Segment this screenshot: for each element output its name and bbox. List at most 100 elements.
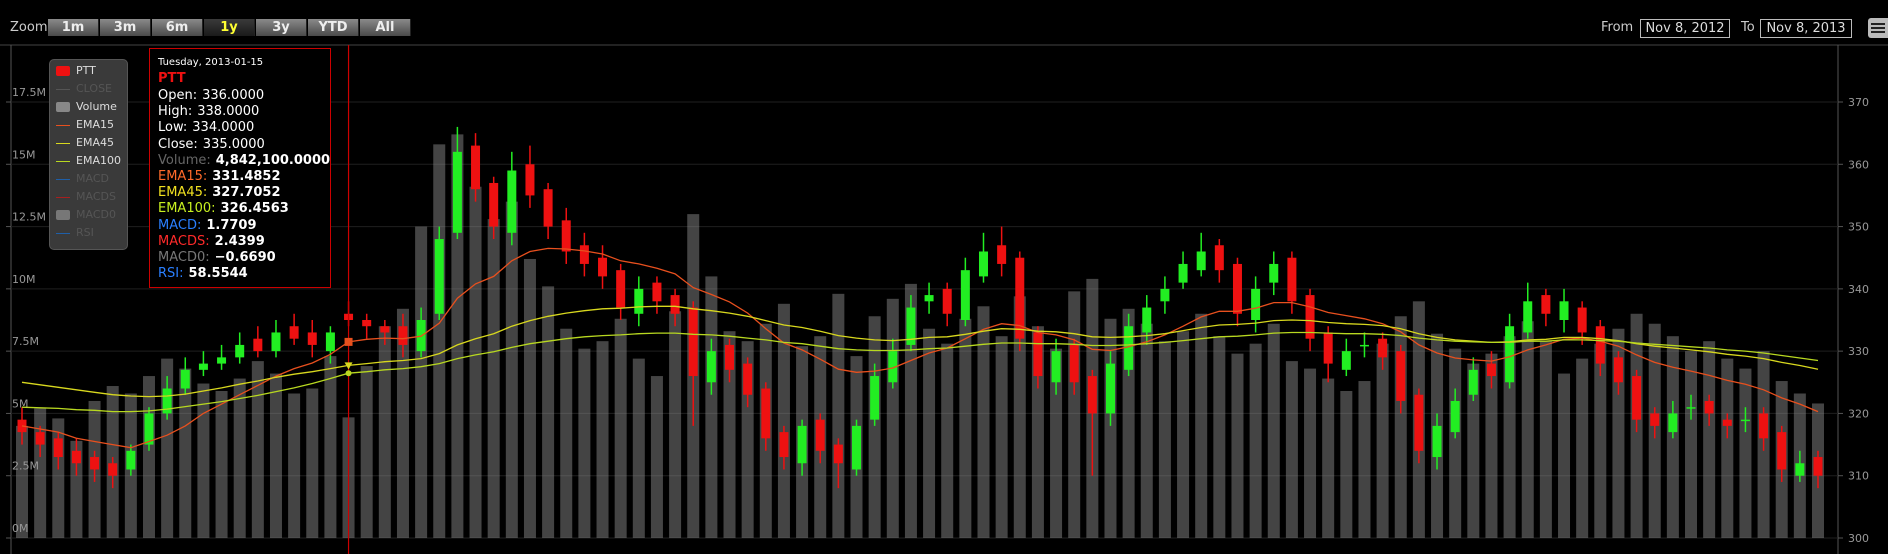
tooltip-series: PTT: [158, 71, 186, 86]
tooltip-label: High:: [158, 104, 193, 120]
volume-bar: [669, 311, 682, 538]
candle-body: [1251, 288, 1261, 320]
volume-bar: [923, 328, 936, 538]
candle-body: [833, 444, 843, 464]
volume-bar: [1467, 363, 1480, 538]
volume-bar: [941, 343, 954, 538]
candle-body: [525, 164, 535, 196]
legend-label: MACDS: [76, 190, 116, 203]
tooltip-label: MACD:: [158, 217, 202, 233]
candle-body: [17, 419, 27, 433]
candle-body: [1214, 245, 1224, 271]
zoom-button[interactable]: 6m: [152, 19, 203, 36]
legend-swatch: [56, 88, 70, 90]
to-input[interactable]: Nov 8, 2013: [1760, 19, 1852, 38]
tooltip-value: 58.5544: [188, 266, 248, 282]
candle-body: [688, 307, 698, 377]
legend-item[interactable]: CLOSE: [56, 81, 112, 97]
candle-body: [761, 388, 771, 439]
menu-bar: [1871, 23, 1885, 25]
y-tick-label: 340: [1848, 283, 1869, 296]
candle-body: [942, 288, 952, 314]
tooltip-row: EMA45: 327.7052: [158, 185, 281, 201]
tooltip-row: MACD0: −0.6690: [158, 250, 276, 266]
legend-item[interactable]: MACDS: [56, 189, 116, 205]
legend-swatch: [56, 102, 70, 112]
candle-body: [307, 332, 317, 345]
tooltip-value: 326.4563: [220, 201, 289, 217]
volume-bar: [1358, 381, 1371, 538]
tooltip-value: 336.0000: [202, 88, 265, 103]
tooltip-row: EMA15: 331.4852: [158, 169, 281, 185]
legend-item[interactable]: Volume: [56, 99, 117, 115]
legend-swatch: [56, 178, 70, 180]
volume-bar: [1031, 326, 1044, 538]
candle-body: [180, 369, 190, 389]
zoom-button[interactable]: All: [360, 19, 411, 36]
candle-body: [271, 332, 281, 352]
legend-item[interactable]: RSI: [56, 225, 94, 241]
volume-bar: [632, 358, 645, 538]
zoom-button[interactable]: 1m: [48, 19, 99, 36]
volume-bar: [650, 376, 663, 538]
y-tick-label: 320: [1848, 407, 1869, 420]
tooltip-date: Tuesday, 2013-01-15: [158, 57, 264, 68]
zoom-button[interactable]: 1y: [204, 19, 255, 36]
volume-bar: [142, 376, 155, 538]
legend-item[interactable]: EMA45: [56, 135, 114, 151]
volume-bar: [1285, 361, 1298, 538]
candle-body: [144, 413, 154, 445]
hover-marker: [345, 370, 352, 377]
volume-bar: [886, 298, 899, 538]
candle-body: [1341, 351, 1351, 370]
legend-item[interactable]: MACD: [56, 171, 109, 187]
from-input[interactable]: Nov 8, 2012: [1640, 19, 1730, 38]
candle-body: [978, 251, 988, 277]
tooltip-row: High: 338.0000: [158, 104, 259, 120]
legend-label: Volume: [76, 100, 117, 113]
candle-body: [1777, 432, 1787, 470]
candle-body: [1232, 263, 1242, 314]
legend-label: EMA45: [76, 136, 114, 149]
y2-tick-label: 0M: [12, 522, 29, 535]
volume-bar: [1158, 341, 1171, 538]
candle-body: [1359, 344, 1369, 347]
legend-item[interactable]: EMA15: [56, 117, 114, 133]
candle-body: [1541, 295, 1551, 314]
candle-body: [108, 463, 118, 476]
candle-body: [362, 320, 372, 327]
zoom-button[interactable]: YTD: [308, 19, 359, 36]
zoom-button[interactable]: 3m: [100, 19, 151, 36]
candle-body: [489, 182, 499, 227]
candle-body: [1269, 263, 1279, 283]
candle-body: [235, 344, 245, 358]
y2-tick-label: 2.5M: [12, 460, 39, 473]
volume-bar: [70, 440, 83, 538]
candle-body: [1595, 326, 1605, 364]
volume-bar: [1685, 351, 1698, 538]
legend-label: PTT: [76, 64, 96, 77]
candle-body: [452, 151, 462, 233]
candle-body: [53, 438, 63, 458]
legend: PTT CLOSE Volume EMA15 EMA45 EMA100 MACD MACDS M…: [49, 59, 128, 250]
tooltip-row: RSI: 58.5544: [158, 266, 248, 282]
candle-body: [1378, 338, 1388, 358]
volume-bar: [1739, 368, 1752, 538]
legend-item[interactable]: MACD0: [56, 207, 116, 223]
legend-item[interactable]: PTT: [56, 63, 96, 79]
menu-button[interactable]: [1868, 18, 1888, 38]
y-tick-label: 300: [1848, 532, 1869, 545]
candle-body: [852, 425, 862, 470]
zoom-button[interactable]: 3y: [256, 19, 307, 36]
candle-body: [1051, 351, 1061, 383]
tooltip-value: 334.0000: [192, 120, 255, 136]
y-tick-label: 350: [1848, 221, 1869, 234]
legend-swatch: [56, 142, 70, 144]
legend-item[interactable]: EMA100: [56, 153, 121, 169]
candle-body: [471, 145, 481, 190]
to-label: To: [1741, 20, 1755, 35]
volume-bar: [378, 326, 391, 538]
candle-body: [1505, 326, 1515, 383]
legend-label: MACD0: [76, 208, 116, 221]
